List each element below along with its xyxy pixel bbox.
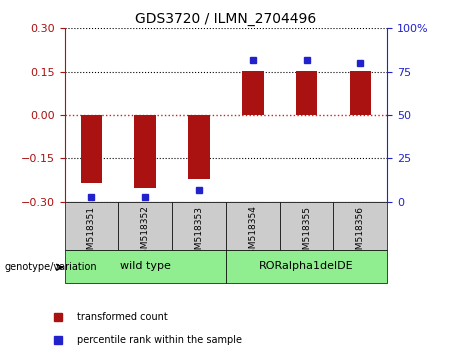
Bar: [188, 115, 210, 179]
Text: transformed count: transformed count: [77, 312, 168, 322]
Text: RORalpha1delDE: RORalpha1delDE: [259, 261, 354, 272]
Bar: [65, 250, 226, 283]
Text: GSM518353: GSM518353: [195, 206, 203, 261]
Title: GDS3720 / ILMN_2704496: GDS3720 / ILMN_2704496: [135, 12, 317, 26]
Bar: [242, 71, 264, 115]
Bar: [296, 71, 317, 115]
Bar: [118, 202, 172, 250]
Text: GSM518356: GSM518356: [356, 206, 365, 261]
Bar: [333, 202, 387, 250]
Bar: [135, 115, 156, 188]
Text: percentile rank within the sample: percentile rank within the sample: [77, 335, 242, 346]
Text: GSM518355: GSM518355: [302, 206, 311, 261]
Text: GSM518351: GSM518351: [87, 206, 96, 261]
Bar: [172, 202, 226, 250]
Text: GSM518354: GSM518354: [248, 206, 257, 261]
Bar: [226, 202, 280, 250]
Text: genotype/variation: genotype/variation: [5, 262, 97, 272]
Bar: [280, 202, 333, 250]
Text: wild type: wild type: [120, 261, 171, 272]
Text: GSM518352: GSM518352: [141, 206, 150, 261]
Bar: [65, 202, 118, 250]
Bar: [226, 250, 387, 283]
Bar: [81, 115, 102, 183]
Bar: [349, 71, 371, 115]
